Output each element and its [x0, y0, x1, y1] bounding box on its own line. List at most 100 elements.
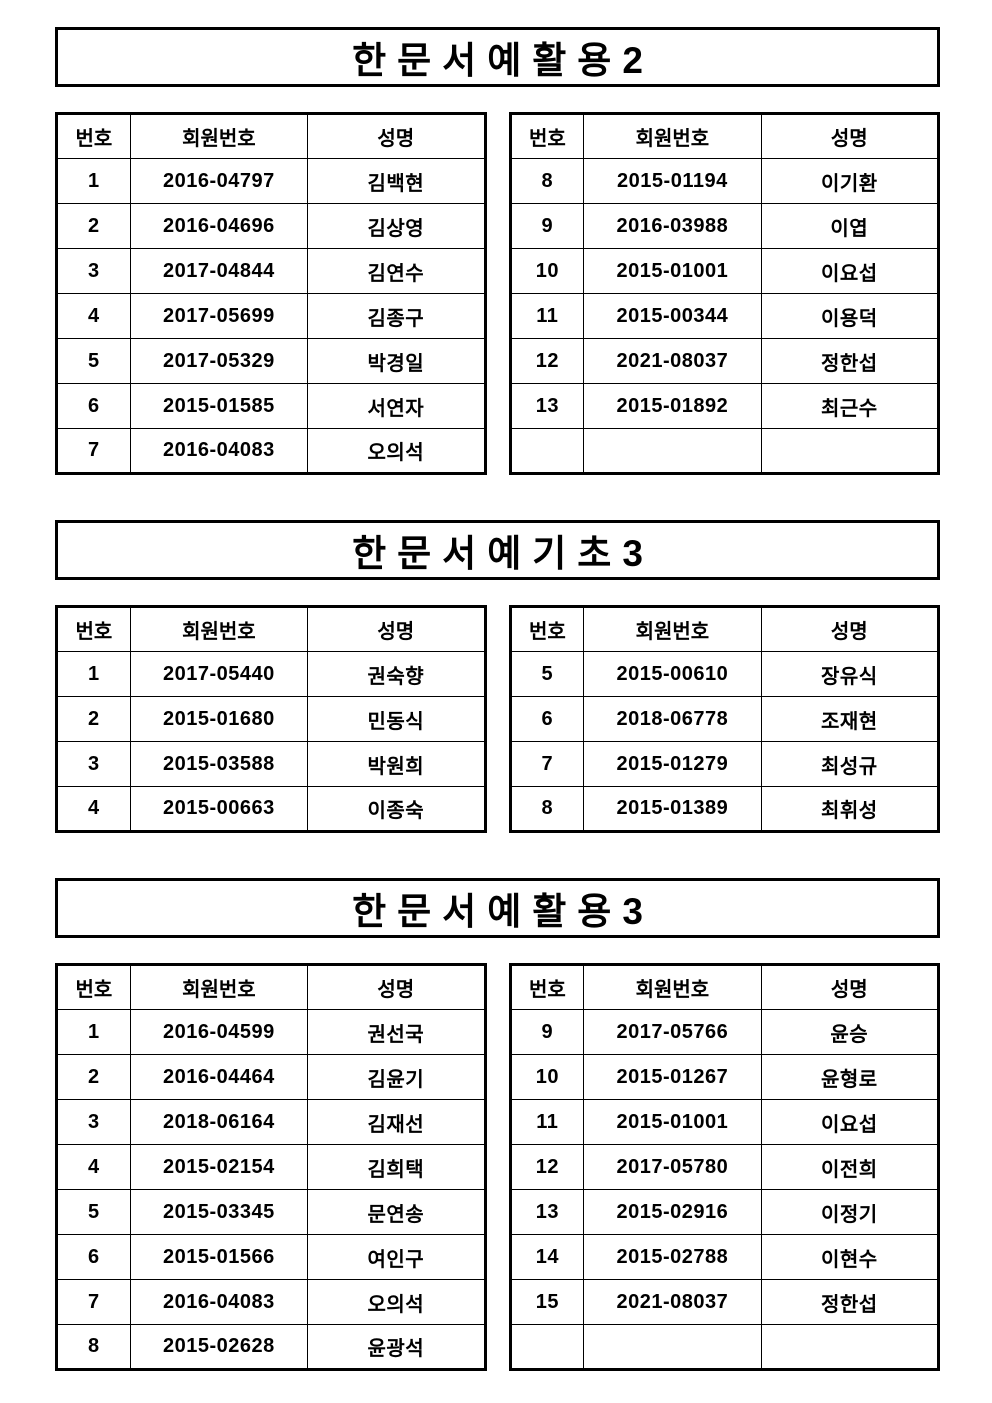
cell-name: 최근수: [760, 383, 940, 429]
cell-member-id: 2015-02628: [129, 1324, 309, 1370]
cell-member-id: 2016-04599: [129, 1009, 309, 1055]
roster-row: 11 2015-00344 이용덕: [509, 293, 940, 339]
cell-member-id: 2015-00663: [129, 786, 309, 832]
cell-member-id: 2015-00610: [583, 651, 762, 697]
section-title: 한문서예기초3: [55, 520, 940, 580]
cell-member-id: 2015-02788: [583, 1234, 762, 1280]
cell-member-id: 2016-04696: [129, 203, 309, 249]
cell-number: 6: [56, 383, 131, 429]
cell-number: 8: [56, 1324, 131, 1370]
cell-number: 15: [509, 1279, 585, 1325]
roster-row: 7 2016-04083 오의석: [56, 428, 486, 474]
roster-row: 1 2016-04599 권선국: [56, 1009, 486, 1055]
cell-number: 11: [509, 1099, 585, 1145]
class-section: 한문서예활용3 번호 회원번호 성명 1 2016-04599 권선국 2 2016-044…: [55, 878, 940, 1371]
cell-name: 이정기: [760, 1189, 940, 1235]
roster-row: 5 2017-05329 박경일: [56, 338, 486, 384]
cell-number: 7: [509, 741, 585, 787]
column-header: 번호: [56, 606, 131, 652]
roster-row: 13 2015-02916 이정기: [509, 1189, 940, 1235]
cell-name: 이엽: [760, 203, 940, 249]
cell-number: 1: [56, 1009, 131, 1055]
roster-table-left: 번호 회원번호 성명 1 2016-04797 김백현 2 2016-04696 김상영 3 20…: [55, 112, 487, 475]
roster-row: 2 2016-04696 김상영: [56, 203, 486, 249]
roster-table-left: 번호 회원번호 성명 1 2016-04599 권선국 2 2016-04464 김윤기 3 20…: [55, 963, 487, 1371]
roster-table-left: 번호 회원번호 성명 1 2017-05440 권숙향 2 2015-01680 민동식 3 20…: [55, 605, 487, 833]
cell-name: 김백현: [307, 158, 486, 204]
column-header: 회원번호: [129, 606, 309, 652]
cell-number: 5: [509, 651, 585, 697]
cell-name: 김상영: [307, 203, 486, 249]
cell-name: 여인구: [307, 1234, 486, 1280]
cell-number: 14: [509, 1234, 585, 1280]
cell-member-id: 2017-05329: [129, 338, 309, 384]
cell-name: 윤광석: [307, 1324, 486, 1370]
roster-tables: 번호 회원번호 성명 1 2016-04599 권선국 2 2016-04464 김윤기 3 20…: [55, 963, 940, 1371]
cell-number: 7: [56, 1279, 131, 1325]
roster-table-left-wrap: 번호 회원번호 성명 1 2016-04797 김백현 2 2016-04696 김상영 3 20…: [55, 112, 487, 475]
cell-member-id: 2015-01267: [583, 1054, 762, 1100]
cell-member-id: 2017-05766: [583, 1009, 762, 1055]
roster-row: 4 2015-02154 김희택: [56, 1144, 486, 1190]
cell-member-id: 2015-01194: [583, 158, 762, 204]
cell-name: 김종구: [307, 293, 486, 339]
cell-name: 이요섭: [760, 1099, 940, 1145]
cell-name: 이전희: [760, 1144, 940, 1190]
column-header: 성명: [760, 964, 940, 1010]
cell-member-id: [583, 1324, 762, 1370]
cell-number: 1: [56, 651, 131, 697]
cell-name: 이기환: [760, 158, 940, 204]
cell-name: 조재현: [760, 696, 940, 742]
column-header: 회원번호: [583, 964, 762, 1010]
cell-member-id: 2017-05780: [583, 1144, 762, 1190]
cell-name: 서연자: [307, 383, 486, 429]
roster-row: 5 2015-03345 문연송: [56, 1189, 486, 1235]
cell-member-id: 2015-01680: [129, 696, 309, 742]
roster-row: 3 2015-03588 박원희: [56, 741, 486, 787]
cell-number: 3: [56, 741, 131, 787]
cell-member-id: 2021-08037: [583, 338, 762, 384]
roster-table-right-wrap: 번호 회원번호 성명 9 2017-05766 윤승 10 2015-01267 윤형로 11 2…: [508, 963, 940, 1371]
roster-row: 2 2016-04464 김윤기: [56, 1054, 486, 1100]
roster-row: 6 2018-06778 조재현: [509, 696, 940, 742]
cell-number: 5: [56, 338, 131, 384]
column-header: 번호: [509, 964, 585, 1010]
cell-name: 김재선: [307, 1099, 486, 1145]
roster-row: 11 2015-01001 이요섭: [509, 1099, 940, 1145]
roster-row: 7 2015-01279 최성규: [509, 741, 940, 787]
roster-row: 6 2015-01566 여인구: [56, 1234, 486, 1280]
cell-name: 박원희: [307, 741, 486, 787]
cell-member-id: 2015-02916: [583, 1189, 762, 1235]
roster-row: 1 2017-05440 권숙향: [56, 651, 486, 697]
class-section: 한문서예기초3 번호 회원번호 성명 1 2017-05440 권숙향 2 2015-016…: [55, 520, 940, 833]
cell-member-id: 2017-05699: [129, 293, 309, 339]
roster-row: 3 2017-04844 김연수: [56, 248, 486, 294]
roster-row: 8 2015-01194 이기환: [509, 158, 940, 204]
cell-number: 9: [509, 203, 585, 249]
cell-name: 김희택: [307, 1144, 486, 1190]
cell-member-id: 2015-01585: [129, 383, 309, 429]
column-header: 번호: [509, 606, 585, 652]
cell-name: 오의석: [307, 428, 486, 474]
cell-member-id: 2015-03588: [129, 741, 309, 787]
cell-member-id: 2015-01001: [583, 1099, 762, 1145]
roster-row: 9 2017-05766 윤승: [509, 1009, 940, 1055]
cell-number: 12: [509, 1144, 585, 1190]
cell-name: 박경일: [307, 338, 486, 384]
cell-name: 정한섭: [760, 338, 940, 384]
cell-member-id: 2018-06164: [129, 1099, 309, 1145]
header-row: 번호 회원번호 성명: [509, 113, 940, 159]
cell-member-id: 2016-04083: [129, 1279, 309, 1325]
cell-number: 3: [56, 248, 131, 294]
roster-row: 8 2015-02628 윤광석: [56, 1324, 486, 1370]
cell-number: 11: [509, 293, 585, 339]
cell-number: 6: [509, 696, 585, 742]
cell-number: 12: [509, 338, 585, 384]
cell-member-id: 2016-04464: [129, 1054, 309, 1100]
cell-number: 4: [56, 293, 131, 339]
cell-member-id: 2017-05440: [129, 651, 309, 697]
cell-member-id: 2015-03345: [129, 1189, 309, 1235]
document-page: 한문서예활용2 번호 회원번호 성명 1 2016-04797 김백현 2 2016-046…: [55, 27, 940, 1371]
cell-number: 13: [509, 1189, 585, 1235]
column-header: 회원번호: [129, 113, 309, 159]
